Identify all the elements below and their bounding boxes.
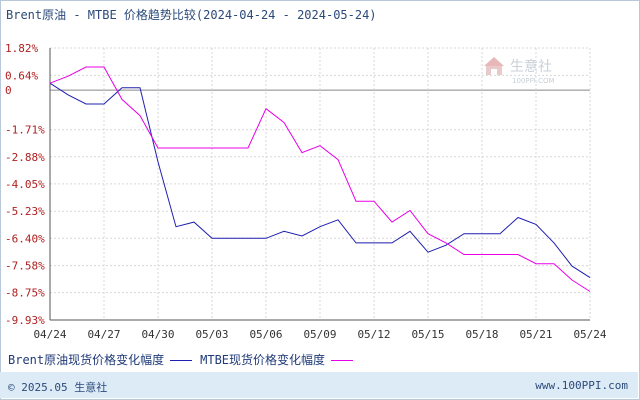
footer-bar: © 2025.05 生意社 www.100PPI.com bbox=[0, 372, 638, 398]
chart-series bbox=[49, 66, 591, 292]
x-tick-label: 05/24 bbox=[573, 328, 606, 341]
legend-label-series2: MTBE现货价格变化幅度 bbox=[200, 353, 326, 367]
x-tick-label: 04/24 bbox=[33, 328, 66, 341]
y-tick-label: -4.05% bbox=[5, 178, 45, 191]
y-tick-label: -2.88% bbox=[5, 151, 45, 164]
y-axis-ticks: 1.82% 0.64% 0 -1.71% -2.88% -4.05% -5.23% -6.40… bbox=[5, 42, 45, 327]
x-tick-label: 05/12 bbox=[357, 328, 390, 341]
legend-swatch-series2 bbox=[331, 360, 354, 361]
site-link[interactable]: www.100PPI.com bbox=[535, 379, 628, 392]
y-tick-label: -7.58% bbox=[5, 260, 45, 273]
watermark-brand: 生意社 bbox=[510, 58, 552, 75]
x-tick-label: 04/30 bbox=[141, 328, 174, 341]
watermark-logo: 生意社 100PPI.COM bbox=[484, 57, 555, 85]
x-tick-label: 05/18 bbox=[465, 328, 498, 341]
y-tick-label: 0.64% bbox=[5, 69, 38, 82]
chart-title: Brent原油 - MTBE 价格趋势比较(2024-04-24 - 2024-… bbox=[6, 8, 377, 22]
x-axis-ticks: 04/24 04/27 04/30 05/03 05/06 05/09 05/12 05/15… bbox=[33, 328, 606, 341]
chart-legend: Brent原油现货价格变化幅度 MTBE现货价格变化幅度 bbox=[8, 351, 361, 368]
y-tick-label: -9.93% bbox=[5, 314, 45, 327]
series-line-1 bbox=[49, 82, 591, 279]
y-tick-label: -1.71% bbox=[5, 124, 45, 137]
legend-swatch-series1 bbox=[170, 360, 193, 361]
house-icon bbox=[484, 57, 504, 75]
x-tick-label: 04/27 bbox=[87, 328, 120, 341]
y-tick-label: -8.75% bbox=[5, 287, 45, 300]
x-tick-label: 05/03 bbox=[195, 328, 228, 341]
series-line-2 bbox=[49, 66, 591, 292]
y-tick-label: 1.82% bbox=[5, 42, 38, 55]
y-tick-label: -5.23% bbox=[5, 205, 45, 218]
chart-grid bbox=[49, 47, 591, 321]
watermark-domain: 100PPI.COM bbox=[512, 77, 555, 85]
y-tick-label: 0 bbox=[5, 84, 12, 97]
x-tick-label: 05/06 bbox=[249, 328, 282, 341]
x-tick-label: 05/09 bbox=[303, 328, 336, 341]
y-tick-label: -6.40% bbox=[5, 232, 45, 245]
x-tick-label: 05/15 bbox=[411, 328, 444, 341]
x-tick-label: 05/21 bbox=[519, 328, 552, 341]
copyright-text: © 2025.05 生意社 bbox=[8, 381, 108, 394]
legend-label-series1: Brent原油现货价格变化幅度 bbox=[8, 353, 165, 367]
